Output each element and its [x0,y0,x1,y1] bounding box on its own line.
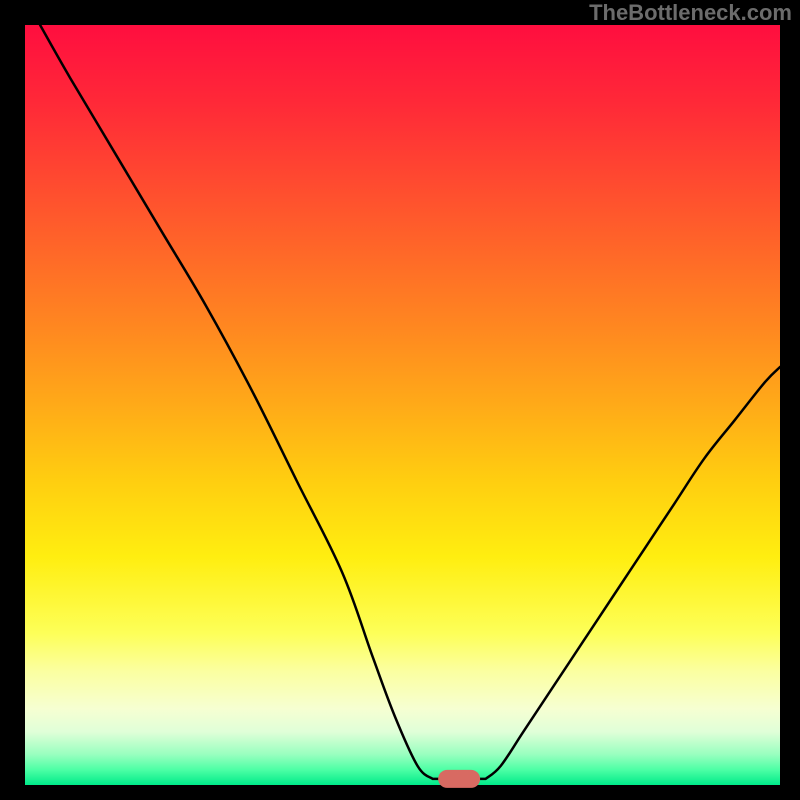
optimal-marker [438,770,480,788]
chart-frame: { "attribution": "TheBottleneck.com", "a… [0,0,800,800]
chart-background [25,25,780,785]
attribution-label: TheBottleneck.com [589,0,792,26]
bottleneck-chart [0,0,800,800]
